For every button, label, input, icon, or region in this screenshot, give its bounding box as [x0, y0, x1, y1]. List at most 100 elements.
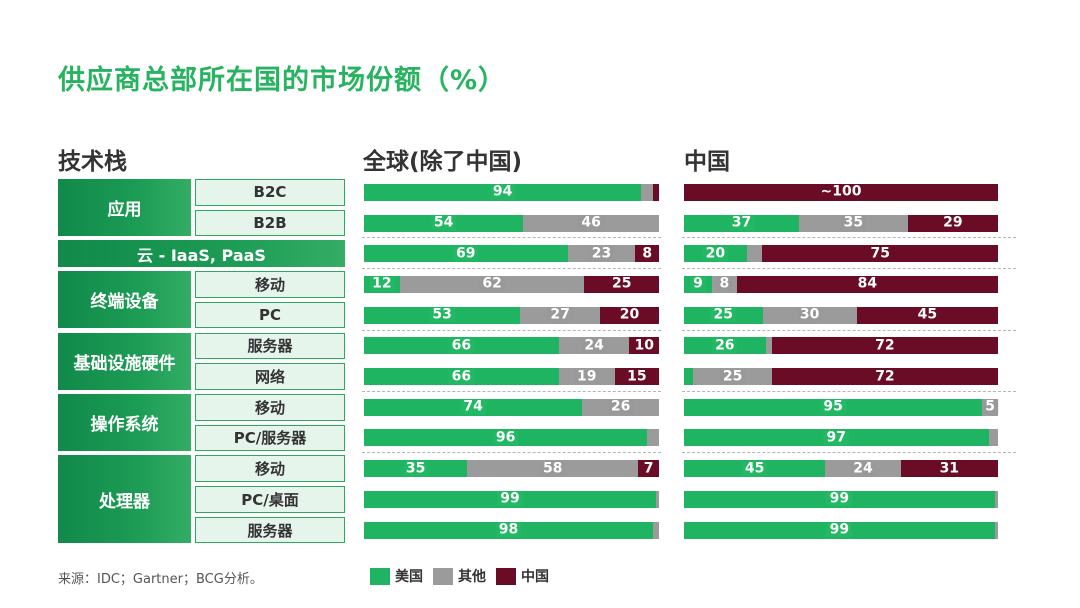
chart-legend: 美国 其他 中国 — [370, 566, 559, 586]
bar-segment-us: 25 — [684, 306, 763, 324]
subcategory-label: 服务器 — [195, 516, 345, 544]
category-label: 基础设施硬件 — [58, 332, 191, 390]
bar-global-0-0: 94 — [364, 183, 659, 201]
subcategory-label: 移动 — [195, 455, 345, 482]
bar-value-label: 24 — [850, 461, 876, 477]
bar-china-5-0: 45 24 31 — [684, 460, 998, 478]
subcategory-label: 移动 — [195, 271, 345, 298]
bar-global-4-1: 96 — [364, 429, 659, 447]
bar-value-label: 7 — [640, 461, 657, 477]
bar-segment-cn: ~100 — [684, 183, 998, 201]
bar-value-label: 54 — [430, 215, 457, 231]
bar-value-label: 8 — [639, 246, 656, 262]
bar-segment-other: 35 — [799, 214, 908, 232]
legend-item-us: 美国 — [370, 566, 423, 586]
bar-segment-other: 27 — [520, 306, 600, 324]
bar-value-label: 72 — [872, 338, 898, 354]
tech-stack-header: 技术栈 — [58, 149, 127, 175]
page-title: 供应商总部所在国的市场份额（%） — [58, 65, 507, 96]
bar-segment-cn — [653, 183, 659, 201]
bar-segment-cn: 84 — [736, 275, 998, 293]
bar-global-0-1: 54 46 — [364, 214, 659, 232]
bar-china-4-1: 97 — [684, 429, 998, 447]
legend-item-china: 中国 — [496, 566, 549, 586]
bar-value-label: 84 — [854, 276, 881, 292]
bar-value-label: 26 — [607, 399, 634, 415]
bar-value-label: 53 — [429, 307, 455, 323]
bar-china-3-1: 25 72 — [684, 368, 998, 386]
bar-value-label: 58 — [540, 461, 566, 477]
bar-china-3-0: 26 72 — [684, 337, 998, 355]
bar-value-label: ~100 — [817, 184, 865, 200]
separator-global — [362, 390, 661, 392]
bar-segment-other: 58 — [467, 460, 639, 478]
bar-value-label: 30 — [796, 307, 823, 323]
bar-segment-other: 62 — [399, 275, 585, 293]
bar-segment-cn: 75 — [762, 245, 998, 263]
bar-value-label: 96 — [492, 430, 519, 446]
bar-segment-other: 8 — [711, 275, 737, 293]
bar-segment-other: 24 — [825, 460, 901, 478]
legend-label-us: 美国 — [395, 569, 423, 585]
bar-value-label: 62 — [479, 276, 505, 292]
legend-swatch-other — [433, 567, 453, 585]
bar-segment-other: 23 — [567, 245, 636, 263]
legend-label-other: 其他 — [458, 569, 486, 585]
bar-value-label: 20 — [702, 246, 729, 262]
bar-global-1-0: 69 23 8 — [364, 245, 659, 263]
bar-segment-us: 98 — [364, 521, 654, 539]
legend-item-other: 其他 — [433, 566, 486, 586]
bar-china-0-1: 37 35 29 — [684, 214, 998, 232]
bar-value-label: 20 — [616, 307, 643, 323]
bar-segment-cn: 10 — [629, 337, 659, 355]
bar-segment-other: 30 — [762, 306, 857, 324]
bar-segment-cn: 72 — [771, 337, 998, 355]
bar-segment-other — [765, 337, 772, 355]
bar-segment-other: 5 — [982, 398, 999, 416]
bar-global-5-2: 98 — [364, 521, 659, 539]
bar-value-label: 94 — [489, 184, 516, 200]
bar-china-2-1: 25 30 45 — [684, 306, 998, 324]
bar-value-label: 25 — [608, 276, 635, 292]
subcategory-label: B2C — [195, 179, 345, 206]
bar-segment-other — [994, 521, 998, 539]
bar-segment-us: 54 — [364, 214, 524, 232]
global-header: 全球(除了中国) — [363, 149, 523, 175]
separator-global — [362, 452, 661, 454]
bar-value-label: 75 — [867, 246, 893, 262]
subcategory-label: B2B — [195, 209, 345, 237]
bar-segment-us: 9 — [684, 275, 712, 293]
bar-value-label: 98 — [495, 522, 522, 538]
bar-segment-other — [641, 183, 654, 201]
bar-segment-other: 46 — [523, 214, 659, 232]
bar-segment-us: 96 — [364, 429, 648, 447]
bar-segment-other — [656, 490, 659, 508]
bar-segment-us: 35 — [364, 460, 468, 478]
bar-global-5-0: 35 58 7 — [364, 460, 659, 478]
category-label: 终端设备 — [58, 271, 191, 329]
bar-value-label: 27 — [547, 307, 573, 323]
bar-segment-cn: 20 — [599, 306, 659, 324]
bar-value-label: 46 — [578, 215, 604, 231]
bar-value-label: 19 — [573, 369, 600, 385]
bar-segment-other — [647, 429, 659, 447]
bar-segment-us: 26 — [684, 337, 766, 355]
bar-segment-other — [653, 521, 659, 539]
bar-value-label: 45 — [741, 461, 768, 477]
legend-label-china: 中国 — [521, 569, 549, 585]
bar-segment-us: 53 — [364, 306, 521, 324]
bar-segment-cn: 72 — [771, 368, 998, 386]
bar-china-5-1: 99 — [684, 490, 998, 508]
category-label: 应用 — [58, 179, 191, 237]
bar-value-label: 8 — [716, 276, 733, 292]
bar-global-2-1: 53 27 20 — [364, 306, 659, 324]
category-cloud: 云 - IaaS, PaaS — [58, 240, 345, 268]
bar-value-label: 66 — [448, 369, 475, 385]
bar-segment-us: 74 — [364, 398, 583, 416]
subcategory-label: PC — [195, 301, 345, 329]
bar-global-4-0: 74 26 — [364, 398, 659, 416]
bar-global-3-0: 66 24 10 — [364, 337, 659, 355]
bar-segment-us: 12 — [364, 275, 400, 293]
bar-china-2-0: 9 8 84 — [684, 275, 998, 293]
bar-segment-other: 24 — [558, 337, 630, 355]
